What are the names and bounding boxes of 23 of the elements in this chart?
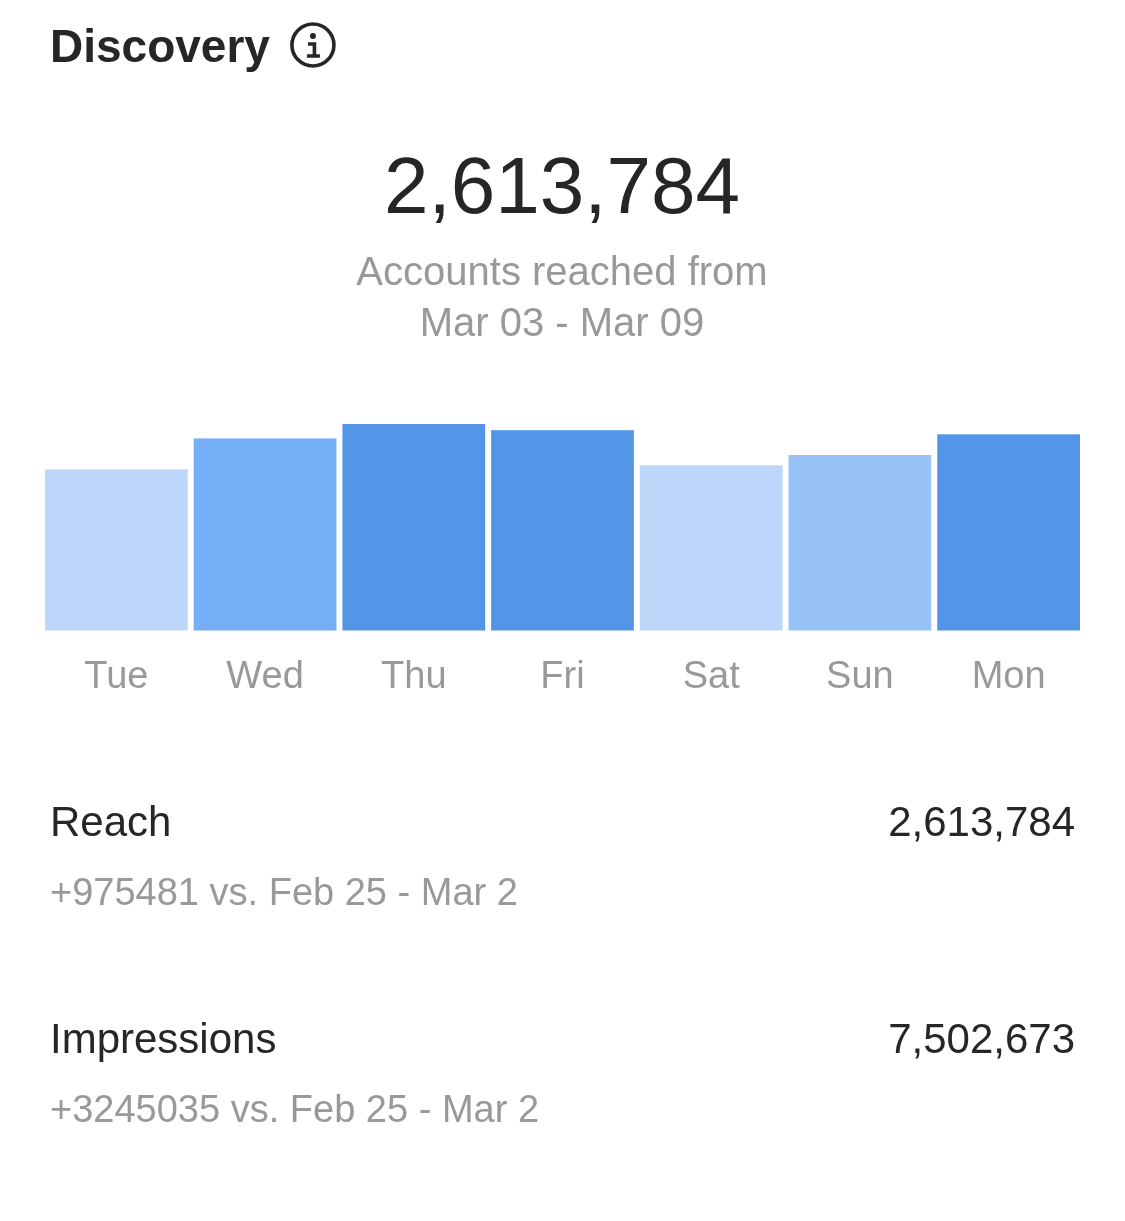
chart-subtitle: Accounts reached from Mar 03 - Mar 09 [356,249,768,344]
x-tick-label: Fri [540,654,585,696]
x-tick-label: Sun [826,654,894,696]
text: 2,613,784 [384,141,740,230]
text: +3245035 vs. Feb 25 - Mar 2 [50,1088,540,1130]
bar [937,434,1080,631]
x-tick-label: Thu [381,654,447,696]
x-tick-label: Mon [971,654,1046,696]
bar [788,454,932,631]
text: Impressions [50,1015,277,1062]
chart-title: Discovery [50,20,271,72]
bar [342,424,486,631]
x-tick-label: Sat [682,654,741,696]
x-tick-label: Wed [226,654,304,696]
bar [639,465,783,631]
bar [45,469,188,631]
text: Reach [50,798,172,845]
bar [491,430,634,631]
bar [193,438,337,631]
text: 7,502,673 [888,1015,1075,1062]
text: 2,613,784 [888,798,1075,845]
text: +975481 vs. Feb 25 - Mar 2 [50,871,518,913]
x-tick-label: Tue [84,654,149,696]
